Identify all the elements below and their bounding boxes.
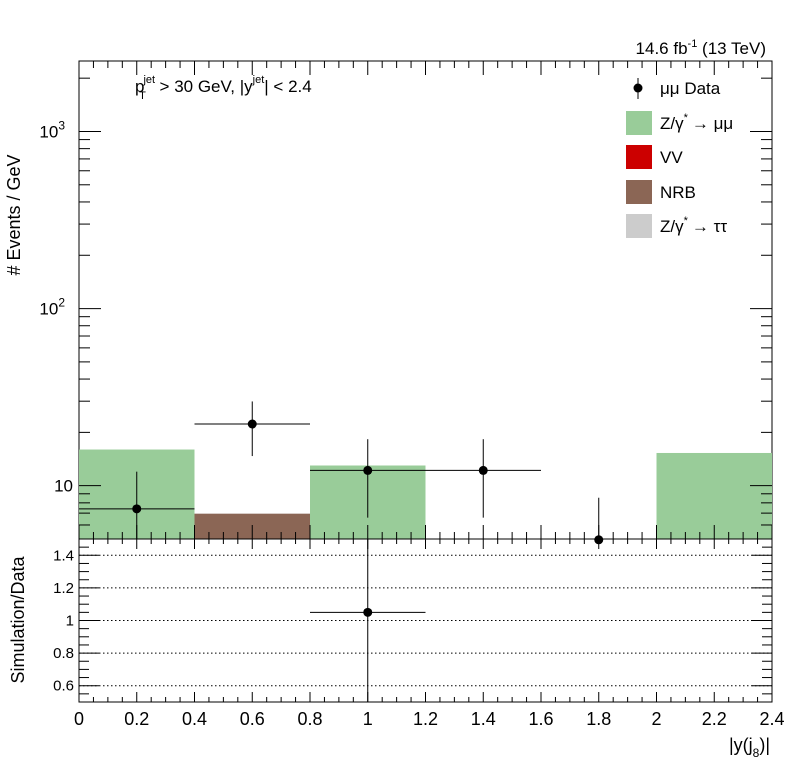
legend-swatch-zmm (626, 111, 652, 135)
y-tick-label: 103 (39, 118, 65, 141)
data-point (247, 419, 257, 429)
x-tick-labels: 0 0.2 0.4 0.6 0.8 1 1.2 1.4 1.6 1.8 2 2.2 2.4 (74, 709, 785, 729)
main-y-tick-labels: 10 102 103 (39, 118, 73, 495)
legend-label-ztt: Z/γ* → ττ (660, 215, 727, 236)
ratio-gridlines (79, 554, 772, 687)
ratio-points (310, 539, 426, 702)
bar-zmm-bin-5 (656, 452, 772, 539)
x-tick-label: 1 (363, 709, 373, 729)
legend-entry-ztt: Z/γ* → ττ (626, 214, 727, 238)
legend-marker-data (633, 83, 643, 93)
x-tick-label: 1.2 (413, 709, 438, 729)
x-tick-label: 1.4 (471, 709, 496, 729)
ratio-y-axis-label: Simulation/Data (8, 555, 28, 683)
legend: μμ Data Z/γ* → μμ VV NRB Z/γ* → ττ (626, 78, 733, 238)
ratio-y-tick-label: 1.2 (53, 580, 74, 597)
legend-swatch-ztt (626, 214, 652, 238)
legend-entry-data: μμ Data (633, 78, 721, 99)
x-tick-label: 2 (651, 709, 661, 729)
x-tick-label: 0.6 (240, 709, 265, 729)
legend-swatch-vv (626, 145, 652, 169)
main-axis-ticks (78, 61, 773, 540)
lumi-label: 14.6 fb-1 (13 TeV) (636, 38, 766, 58)
legend-label-data: μμ Data (660, 79, 721, 98)
legend-label-vv: VV (660, 148, 683, 167)
legend-label-zmm: Z/γ* → μμ (660, 112, 733, 133)
x-tick-label: 0.8 (297, 709, 322, 729)
x-tick-label: 2.2 (702, 709, 727, 729)
data-point (478, 465, 488, 475)
ratio-y-tick-label: 0.8 (53, 645, 74, 662)
data-points (79, 401, 604, 545)
x-tick-label: 0 (74, 709, 84, 729)
data-point (363, 465, 373, 475)
x-tick-label: 2.4 (759, 709, 784, 729)
ratio-y-tick-label: 1 (66, 613, 74, 630)
ratio-panel: 0.6 0.8 1 1.2 1.4 0 0.2 0.4 0.6 0.8 1 1.2 1.4 1.6 1.8… (53, 538, 785, 729)
data-point (132, 504, 142, 514)
y-tick-label: 102 (39, 296, 65, 319)
legend-swatch-nrb (626, 180, 652, 204)
ratio-y-tick-labels: 0.6 0.8 1 1.2 1.4 (53, 547, 74, 694)
legend-entry-vv: VV (626, 145, 683, 169)
cut-label: pjet T > 30 GeV, |yjet| < 2.4 (135, 74, 312, 102)
ratio-y-tick-label: 1.4 (53, 547, 74, 564)
y-tick-label: 10 (54, 477, 73, 496)
main-panel: 10 102 103 (39, 60, 773, 545)
x-tick-label: 0.4 (182, 709, 207, 729)
x-axis-label: |y(j8)| (729, 735, 770, 760)
legend-label-nrb: NRB (660, 183, 696, 202)
legend-entry-zmm: Z/γ* → μμ (626, 111, 733, 135)
x-tick-label: 1.8 (586, 709, 611, 729)
ratio-y-tick-label: 0.6 (53, 678, 74, 695)
x-tick-label: 0.2 (124, 709, 149, 729)
main-y-axis-label: # Events / GeV (4, 154, 24, 275)
legend-entry-nrb: NRB (626, 180, 696, 204)
x-tick-label: 1.6 (528, 709, 553, 729)
ratio-point (363, 607, 373, 617)
